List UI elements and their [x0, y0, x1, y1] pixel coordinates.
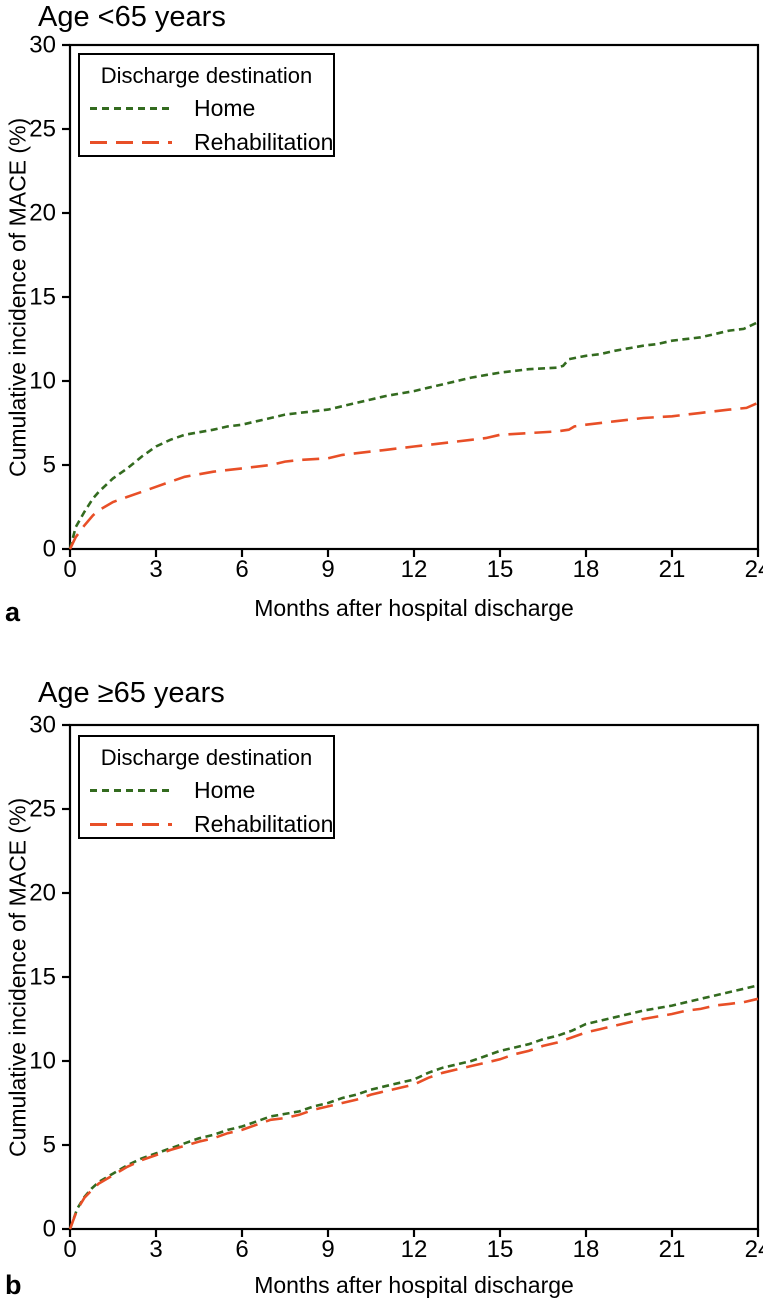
panel-b-letter: b: [5, 1270, 22, 1300]
y-tick-label: 10: [29, 1048, 56, 1075]
panel-a-letter: a: [5, 597, 21, 627]
y-tick-label: 5: [43, 452, 56, 479]
x-tick-label: 18: [573, 556, 600, 583]
x-tick-label: 12: [401, 556, 428, 583]
y-tick-label: 0: [43, 1216, 56, 1243]
y-tick-label: 25: [29, 116, 56, 143]
legend-label-rehabilitation: Rehabilitation: [194, 810, 334, 837]
legend-label-home: Home: [194, 776, 256, 803]
y-tick-label: 5: [43, 1132, 56, 1159]
legend-row-rehabilitation: Rehabilitation: [90, 807, 333, 841]
y-tick-label: 20: [29, 200, 56, 227]
panel-a-legend: Discharge destination Home Rehabilitatio…: [78, 53, 335, 157]
x-tick-label: 21: [659, 556, 686, 583]
y-tick-label: 10: [29, 368, 56, 395]
x-tick-label: 3: [149, 556, 162, 583]
x-tick-label: 0: [63, 556, 76, 583]
legend-row-home: Home: [90, 91, 323, 125]
y-tick-label: 20: [29, 880, 56, 907]
series-line-rehabilitation: [68, 997, 759, 1230]
x-tick-label: 6: [235, 1236, 248, 1263]
y-tick-label: 0: [43, 536, 56, 563]
x-tick-label: 24: [745, 1236, 763, 1263]
x-tick-label: 9: [321, 556, 334, 583]
legend-label-home: Home: [194, 94, 256, 121]
series-line-rehabilitation: [68, 401, 759, 550]
x-tick-label: 15: [487, 1236, 514, 1263]
legend-title: Discharge destination: [100, 63, 313, 88]
panel-b-legend: Discharge destination Home Rehabilitatio…: [78, 735, 335, 839]
x-tick-label: 9: [321, 1236, 334, 1263]
panel-b-x-axis-label: Months after hospital discharge: [254, 1272, 574, 1298]
x-tick-label: 3: [149, 1236, 162, 1263]
x-tick-label: 15: [487, 556, 514, 583]
x-tick-label: 18: [573, 1236, 600, 1263]
panel-b-title: Age ≥65 years: [38, 677, 225, 709]
legend-row-home: Home: [90, 773, 323, 807]
x-tick-label: 24: [745, 556, 763, 583]
y-tick-label: 25: [29, 796, 56, 823]
panel-a-plot-area: 0 3 6 9 12 15 18 21 24 0 5 10 15 20 25 30: [29, 32, 763, 584]
x-tick-label: 6: [235, 556, 248, 583]
y-tick-label: 30: [29, 712, 56, 739]
rehabilitation-dash-sample: [90, 140, 172, 144]
panel-a-title: Age <65 years: [38, 1, 226, 33]
y-tick-label: 15: [29, 964, 56, 991]
x-tick-label: 0: [63, 1236, 76, 1263]
y-tick-label: 30: [29, 32, 56, 59]
home-dash-sample: [90, 788, 172, 792]
home-dash-sample: [90, 106, 172, 110]
panel-a-x-axis-label: Months after hospital discharge: [254, 595, 574, 621]
series-line-home: [68, 984, 759, 1230]
legend-label-rehabilitation: Rehabilitation: [194, 128, 334, 155]
legend-row-rehabilitation: Rehabilitation: [90, 125, 333, 159]
x-tick-label: 21: [659, 1236, 686, 1263]
x-tick-label: 12: [401, 1236, 428, 1263]
legend-title: Discharge destination: [100, 745, 313, 770]
rehabilitation-dash-sample: [90, 822, 172, 826]
panel-b-plot-area: 0 3 6 9 12 15 18 21 24 0 5 10 15 20 25 30: [29, 712, 763, 1264]
y-tick-label: 15: [29, 284, 56, 311]
series-line-home: [68, 321, 759, 550]
